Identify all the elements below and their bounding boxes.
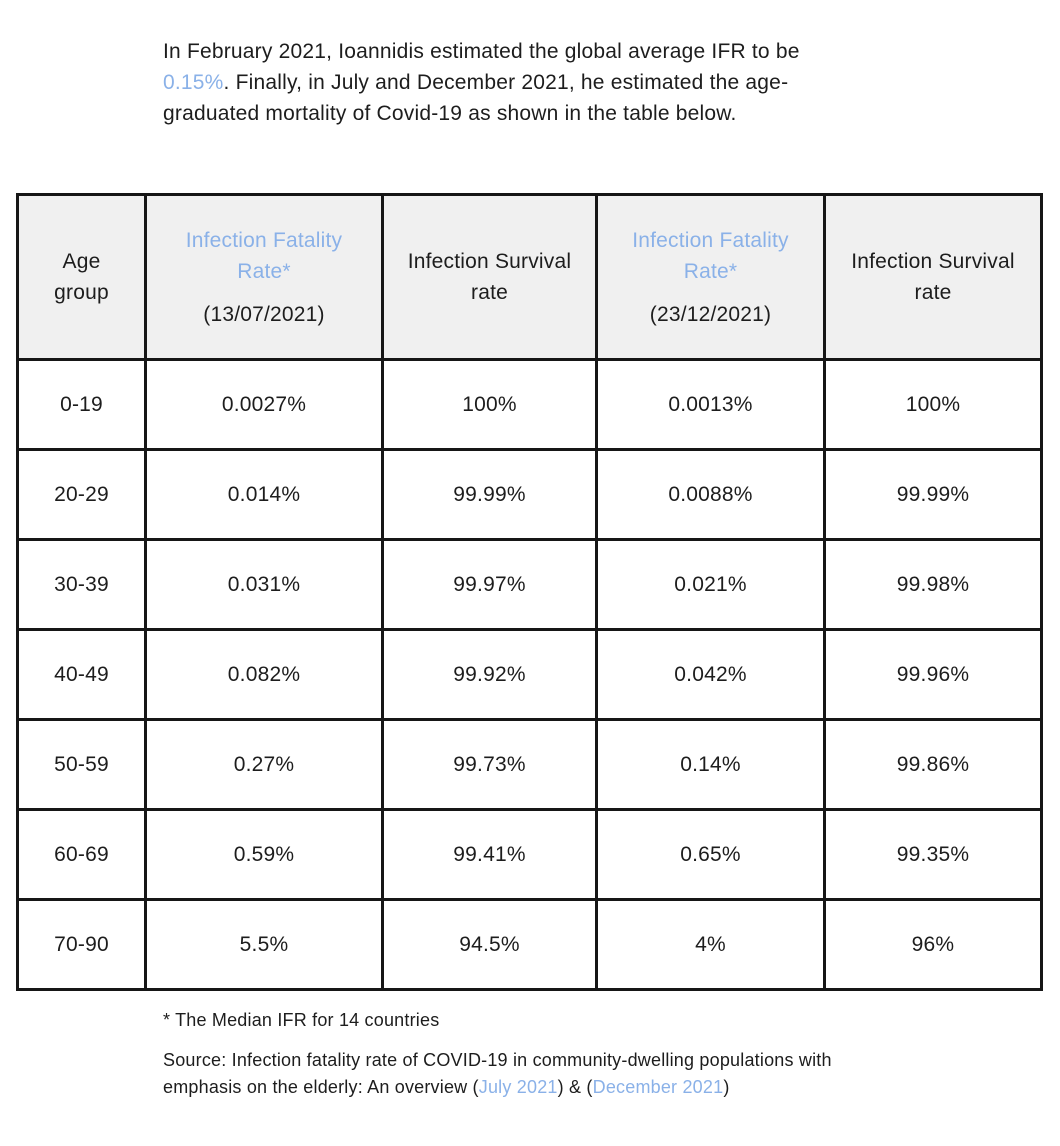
cell-ifr-july: 0.082% [144, 628, 384, 721]
cell-ifr-july: 0.014% [144, 448, 384, 541]
source-suffix: ) [723, 1077, 730, 1097]
table-row: 40-49 0.082% 99.92% 0.042% 99.96% [16, 628, 1043, 721]
header-ifr-december-date: (23/12/2021) [649, 303, 772, 326]
cell-ifr-july: 0.0027% [144, 358, 384, 451]
cell-survival-december: 99.86% [823, 718, 1043, 811]
cell-age-group: 0-19 [16, 358, 147, 451]
header-ifr-july: Infection Fatality Rate* (13/07/2021) [144, 193, 384, 361]
cell-ifr-december: 0.042% [595, 628, 826, 721]
table-row: 70-90 5.5% 94.5% 4% 96% [16, 898, 1043, 991]
header-age-group: Age group [16, 193, 147, 361]
cell-survival-july: 94.5% [381, 898, 598, 991]
header-survival-december: Infection Survival rate [823, 193, 1043, 361]
cell-ifr-december: 0.14% [595, 718, 826, 811]
header-survival-july-title: Infection Survival rate [407, 250, 572, 304]
header-survival-december-title: Infection Survival rate [851, 250, 1015, 304]
cell-age-group: 70-90 [16, 898, 147, 991]
cell-survival-december: 99.35% [823, 808, 1043, 901]
cell-survival-july: 99.41% [381, 808, 598, 901]
source-line2-prefix: emphasis on the elderly: An overview ( [163, 1077, 479, 1097]
cell-ifr-july: 0.031% [144, 538, 384, 631]
header-ifr-december-title: Infection Fatality Rate* [632, 229, 789, 283]
ifr-table: Age group Infection Fatality Rate* (13/0… [16, 193, 1043, 991]
intro-line1: In February 2021, Ioannidis estimated th… [163, 40, 800, 63]
cell-survival-december: 96% [823, 898, 1043, 991]
ifr-value-link[interactable]: 0.15% [163, 71, 224, 94]
intro-line3: graduated mortality of Covid-19 as shown… [163, 102, 737, 125]
header-ifr-december: Infection Fatality Rate* (23/12/2021) [595, 193, 826, 361]
cell-age-group: 60-69 [16, 808, 147, 901]
cell-survival-july: 100% [381, 358, 598, 451]
cell-ifr-december: 0.0088% [595, 448, 826, 541]
cell-survival-july: 99.99% [381, 448, 598, 541]
cell-ifr-december: 4% [595, 898, 826, 991]
cell-ifr-july: 5.5% [144, 898, 384, 991]
cell-age-group: 50-59 [16, 718, 147, 811]
header-survival-july: Infection Survival rate [381, 193, 598, 361]
cell-survival-december: 99.99% [823, 448, 1043, 541]
cell-age-group: 20-29 [16, 448, 147, 541]
source-mid: ) & ( [557, 1077, 593, 1097]
table-row: 50-59 0.27% 99.73% 0.14% 99.86% [16, 718, 1043, 811]
july-2021-link[interactable]: July 2021 [478, 1077, 558, 1097]
source-line1: Source: Infection fatality rate of COVID… [163, 1050, 832, 1070]
intro-paragraph: In February 2021, Ioannidis estimated th… [163, 36, 1020, 129]
table-row: 60-69 0.59% 99.41% 0.65% 99.35% [16, 808, 1043, 901]
cell-ifr-december: 0.0013% [595, 358, 826, 451]
cell-ifr-december: 0.021% [595, 538, 826, 631]
cell-ifr-july: 0.59% [144, 808, 384, 901]
header-age-group-label: Age group [54, 250, 109, 304]
cell-survival-december: 100% [823, 358, 1043, 451]
cell-age-group: 30-39 [16, 538, 147, 631]
cell-age-group: 40-49 [16, 628, 147, 721]
header-ifr-july-date: (13/07/2021) [203, 303, 325, 326]
header-ifr-july-title: Infection Fatality Rate* [185, 229, 343, 283]
cell-survival-july: 99.92% [381, 628, 598, 721]
cell-survival-july: 99.97% [381, 538, 598, 631]
table-header-row: Age group Infection Fatality Rate* (13/0… [16, 193, 1043, 361]
cell-ifr-july: 0.27% [144, 718, 384, 811]
table-row: 20-29 0.014% 99.99% 0.0088% 99.99% [16, 448, 1043, 541]
source-citation: Source: Infection fatality rate of COVID… [163, 1047, 1020, 1101]
cell-survival-december: 99.98% [823, 538, 1043, 631]
cell-ifr-december: 0.65% [595, 808, 826, 901]
cell-survival-december: 99.96% [823, 628, 1043, 721]
cell-survival-july: 99.73% [381, 718, 598, 811]
december-2021-link[interactable]: December 2021 [592, 1077, 724, 1097]
table-row: 0-19 0.0027% 100% 0.0013% 100% [16, 358, 1043, 451]
intro-line2: . Finally, in July and December 2021, he… [223, 71, 789, 94]
table-footnote: * The Median IFR for 14 countries [163, 1010, 440, 1030]
table-row: 30-39 0.031% 99.97% 0.021% 99.98% [16, 538, 1043, 631]
